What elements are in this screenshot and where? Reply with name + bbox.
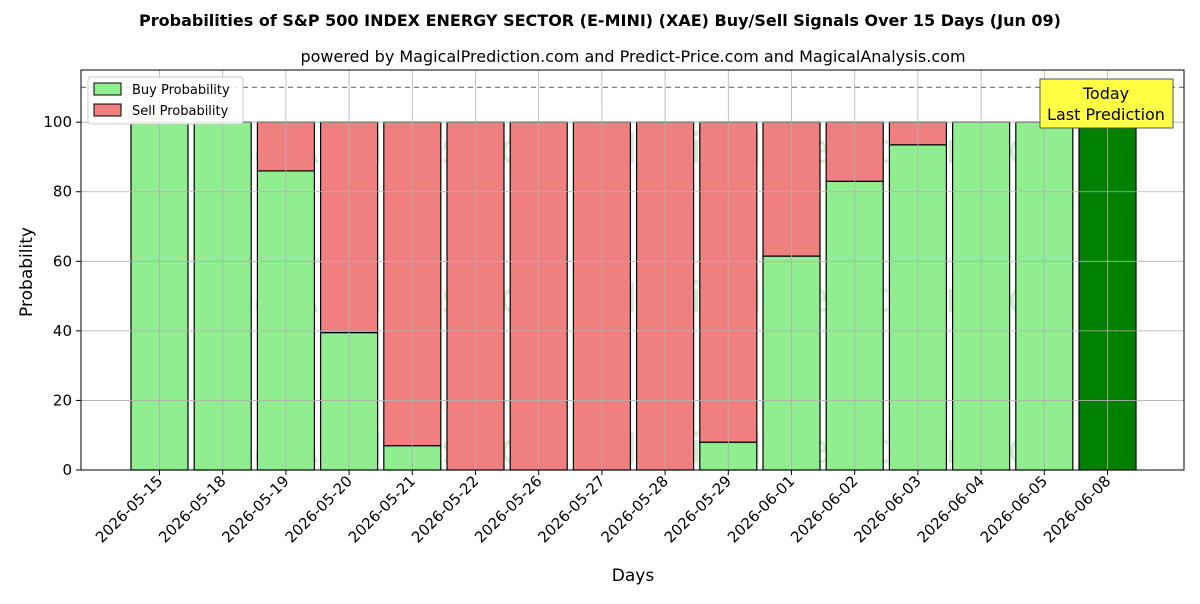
x-tick-label: 2026-06-03	[850, 472, 924, 546]
x-tick-label: 2026-05-29	[661, 472, 735, 546]
legend-label-buy: Buy Probability	[132, 83, 230, 98]
annotation-box	[1039, 78, 1174, 129]
legend: Buy Probability Sell Probability	[87, 76, 244, 125]
today-annotation: Today Last Prediction	[1039, 78, 1174, 129]
x-tick-label: 2026-05-21	[345, 472, 419, 546]
x-tick-label: 2026-05-18	[155, 472, 229, 546]
legend-swatch-buy	[93, 82, 122, 96]
x-axis-label: Days	[612, 566, 655, 586]
legend-swatch-sell	[93, 103, 122, 117]
x-tick-label: 2026-05-27	[534, 472, 608, 546]
x-tick-label: 2026-06-05	[977, 472, 1051, 546]
x-tick-label: 2026-05-28	[598, 472, 672, 546]
y-tick-label: 100	[43, 113, 72, 131]
x-tick-label: 2026-06-02	[787, 472, 861, 546]
x-tick-label: 2026-06-01	[724, 472, 798, 546]
x-tick-label: 2026-05-15	[92, 472, 166, 546]
y-tick-label: 60	[53, 252, 72, 270]
x-tick-label: 2026-05-20	[282, 472, 356, 546]
annotation-line1: Today	[1082, 84, 1129, 103]
chart-subtitle: powered by MagicalPrediction.com and Pre…	[300, 47, 965, 66]
legend-label-sell: Sell Probability	[132, 104, 229, 119]
axes-frame	[80, 69, 1185, 471]
x-tick-label: 2026-05-22	[408, 472, 482, 546]
y-axis-label: Probability	[17, 227, 37, 317]
x-tick-label: 2026-06-08	[1040, 472, 1114, 546]
y-tick-label: 80	[53, 183, 72, 201]
x-tick-label: 2026-06-04	[914, 472, 988, 546]
x-tick-label: 2026-05-26	[471, 472, 545, 546]
y-tick-label: 20	[53, 391, 72, 409]
x-tick-label: 2026-05-19	[218, 472, 292, 546]
chart-title: Probabilities of S&P 500 INDEX ENERGY SE…	[139, 11, 1061, 30]
legend-box	[87, 76, 244, 125]
y-tick-label: 0	[62, 461, 72, 479]
annotation-line2: Last Prediction	[1047, 105, 1165, 124]
y-tick-label: 40	[53, 322, 72, 340]
